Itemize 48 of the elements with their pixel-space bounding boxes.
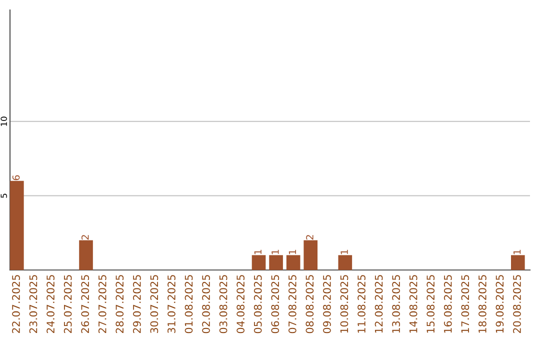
x-tick-label: 12.08.2025 bbox=[374, 275, 383, 333]
x-tick-label: 28.07.2025 bbox=[116, 275, 124, 334]
x-tick-label: 06.08.2025 bbox=[271, 275, 280, 334]
data-label: 1 bbox=[254, 250, 262, 254]
bar bbox=[10, 180, 24, 270]
x-tick-label: 17.08.2025 bbox=[461, 275, 470, 333]
y-tick-label: 10 bbox=[0, 116, 7, 126]
x-tick-label: 18.08.2025 bbox=[478, 275, 486, 333]
bar bbox=[338, 255, 352, 270]
x-tick-label: 03.08.2025 bbox=[219, 275, 228, 334]
x-tick-label: 30.07.2025 bbox=[150, 275, 158, 334]
bar bbox=[269, 255, 283, 270]
x-tick-label: 08.08.2025 bbox=[306, 275, 314, 334]
x-tick-label: 19.08.2025 bbox=[496, 275, 504, 333]
data-label: 1 bbox=[288, 250, 296, 254]
x-tick-label: 26.07.2025 bbox=[81, 275, 90, 334]
x-tick-label: 14.08.2025 bbox=[409, 275, 418, 333]
data-label: 2 bbox=[306, 235, 314, 240]
x-tick-label: 31.07.2025 bbox=[168, 275, 176, 334]
x-tick-label: 04.08.2025 bbox=[236, 275, 245, 334]
x-tick-label: 10.08.2025 bbox=[340, 275, 348, 333]
x-tick-label: 02.08.2025 bbox=[202, 275, 210, 334]
x-tick-label: 25.07.2025 bbox=[64, 275, 72, 334]
x-tick-label: 24.07.2025 bbox=[46, 275, 54, 334]
bar bbox=[79, 240, 93, 270]
data-label: 1 bbox=[340, 250, 348, 254]
x-tick-label: 23.07.2025 bbox=[29, 275, 38, 334]
x-tick-label: 29.07.2025 bbox=[132, 275, 141, 334]
y-tick-label: 5 bbox=[0, 194, 7, 198]
x-tick-label: 27.07.2025 bbox=[98, 275, 106, 334]
x-tick-label: 15.08.2025 bbox=[426, 275, 435, 333]
bar bbox=[304, 240, 318, 270]
bar bbox=[252, 255, 266, 270]
x-tick-label: 13.08.2025 bbox=[392, 275, 400, 333]
data-label: 6 bbox=[12, 175, 20, 180]
x-tick-label: 11.08.2025 bbox=[358, 275, 366, 333]
x-tick-label: 16.08.2025 bbox=[444, 275, 452, 333]
x-tick-label: 22.07.2025 bbox=[12, 275, 20, 334]
data-label: 2 bbox=[81, 235, 89, 240]
data-label: 1 bbox=[272, 250, 279, 254]
bar bbox=[286, 255, 300, 270]
x-tick-label: 05.08.2025 bbox=[254, 275, 262, 334]
x-tick-label: 01.08.2025 bbox=[184, 275, 193, 334]
bar bbox=[510, 255, 525, 270]
x-tick-label: 09.08.2025 bbox=[323, 275, 331, 334]
x-tick-label: 07.08.2025 bbox=[288, 275, 296, 334]
data-label: 1 bbox=[514, 250, 521, 254]
x-tick-label: 20.08.2025 bbox=[513, 275, 521, 334]
